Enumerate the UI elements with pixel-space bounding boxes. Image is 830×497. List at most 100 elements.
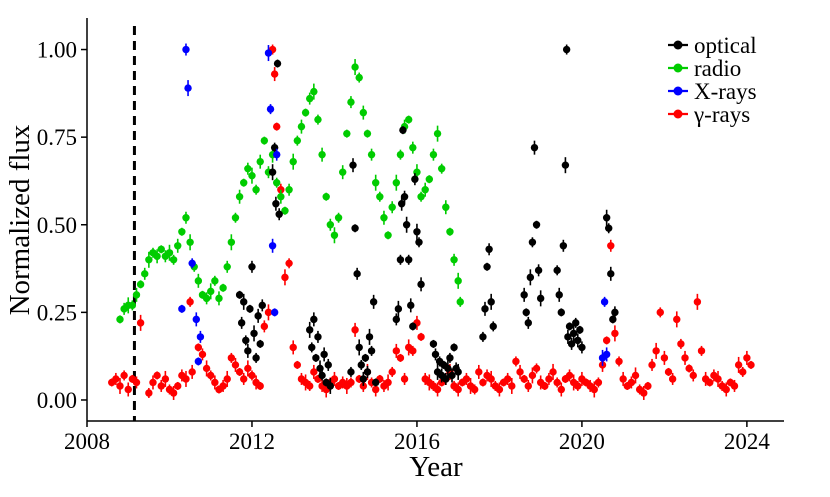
data-point	[308, 343, 316, 352]
data-point	[353, 270, 361, 278]
data-point	[456, 298, 464, 306]
legend-label: X-rays	[694, 79, 757, 104]
data-point	[202, 364, 211, 373]
legend-item: optical	[668, 33, 757, 58]
x-tick-label: 2012	[229, 429, 275, 454]
data-point	[219, 284, 227, 292]
data-point	[392, 315, 401, 324]
data-point	[532, 364, 541, 373]
legend-item: radio	[668, 56, 741, 81]
data-point	[450, 343, 458, 352]
data-point	[207, 371, 215, 380]
series-optical	[235, 44, 619, 394]
data-point	[361, 354, 370, 362]
data-point	[194, 357, 203, 366]
data-point	[330, 231, 339, 239]
data-point	[244, 164, 252, 173]
x-ticks: 2008 2012 2016 2020 2024	[64, 421, 770, 454]
data-point	[178, 228, 186, 236]
data-point	[334, 214, 343, 222]
data-point	[409, 322, 417, 331]
data-point	[541, 382, 549, 390]
legend-swatch-point	[673, 86, 683, 96]
data-point	[681, 354, 689, 362]
data-point	[322, 193, 330, 201]
data-point	[487, 375, 495, 383]
data-point	[244, 347, 252, 355]
data-point	[120, 371, 128, 380]
data-point	[207, 287, 215, 296]
data-point	[384, 231, 392, 239]
data-point	[347, 378, 355, 387]
data-point	[371, 378, 380, 387]
data-point	[442, 375, 450, 383]
data-point	[248, 171, 256, 180]
legend-swatch-point	[673, 109, 683, 119]
data-point	[359, 108, 368, 117]
data-point	[351, 224, 359, 232]
data-point	[611, 308, 619, 317]
data-point	[454, 277, 462, 285]
data-point	[693, 298, 702, 306]
data-point	[136, 280, 145, 289]
data-point	[186, 298, 194, 306]
data-point	[367, 347, 376, 355]
data-point	[600, 298, 609, 306]
data-point	[326, 382, 335, 390]
data-point	[293, 136, 302, 145]
plot-area	[108, 26, 755, 421]
data-point	[454, 385, 462, 394]
data-point	[689, 371, 697, 380]
axes	[86, 18, 784, 422]
data-point	[260, 136, 269, 145]
data-point	[145, 256, 153, 264]
data-point	[314, 115, 322, 124]
data-point	[310, 87, 318, 96]
data-point	[394, 305, 403, 313]
data-point	[184, 84, 192, 92]
data-point	[169, 389, 178, 397]
data-point	[365, 333, 374, 341]
data-point	[668, 375, 677, 383]
data-point	[433, 385, 442, 394]
data-point	[739, 368, 747, 376]
data-point	[656, 308, 664, 317]
legend-label: optical	[694, 33, 757, 58]
data-point	[508, 382, 516, 390]
data-point	[734, 361, 743, 369]
data-point	[576, 326, 584, 334]
data-point	[557, 385, 565, 394]
data-point	[640, 389, 648, 397]
data-point	[281, 207, 289, 215]
data-point	[627, 378, 636, 387]
data-point	[351, 326, 359, 334]
data-point	[470, 385, 479, 394]
data-point	[743, 354, 751, 362]
data-point	[192, 315, 200, 324]
data-point	[594, 378, 603, 387]
data-point	[409, 347, 417, 355]
series-γ-rays	[108, 44, 755, 400]
data-point	[182, 45, 190, 54]
data-point	[145, 389, 153, 397]
data-point	[567, 340, 576, 348]
data-point	[503, 375, 512, 383]
data-point	[357, 361, 365, 369]
data-point	[244, 364, 252, 373]
data-point	[677, 340, 685, 348]
data-point	[174, 382, 182, 390]
data-point	[141, 270, 149, 278]
x-tick-label: 2020	[559, 429, 605, 454]
data-point	[605, 224, 613, 232]
y-tick-label: 1.00	[37, 38, 77, 63]
data-point	[202, 294, 211, 303]
data-point	[293, 361, 302, 369]
data-point	[182, 214, 190, 222]
data-point	[555, 291, 563, 299]
data-point	[149, 378, 157, 387]
data-point	[124, 385, 132, 394]
data-point	[534, 266, 543, 275]
data-point	[264, 308, 273, 317]
data-point	[376, 193, 384, 201]
